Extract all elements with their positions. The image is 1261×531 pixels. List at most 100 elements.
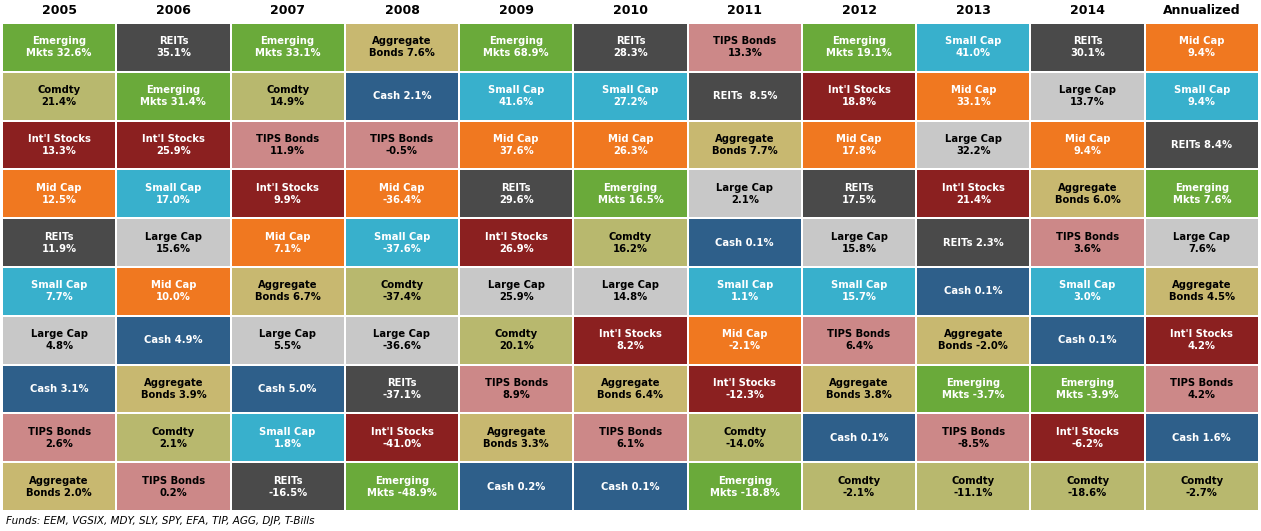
Bar [1031, 122, 1144, 168]
Bar [1031, 24, 1144, 71]
Bar [689, 122, 801, 168]
Bar [1146, 170, 1258, 217]
Bar [3, 414, 115, 461]
Bar [1031, 219, 1144, 266]
Bar [346, 73, 458, 119]
Text: Aggregate
Bonds 7.6%: Aggregate Bonds 7.6% [369, 37, 435, 58]
Text: Aggregate
Bonds 3.8%: Aggregate Bonds 3.8% [826, 378, 892, 400]
Bar [232, 122, 344, 168]
Bar [917, 170, 1029, 217]
Bar [117, 73, 230, 119]
Text: Comdty
14.9%: Comdty 14.9% [266, 85, 309, 107]
Bar [689, 463, 801, 510]
Bar [460, 414, 572, 461]
Bar [232, 170, 344, 217]
Bar [346, 317, 458, 364]
Text: 2008: 2008 [385, 4, 420, 16]
Text: Large Cap
32.2%: Large Cap 32.2% [944, 134, 1001, 156]
Text: Cash 3.1%: Cash 3.1% [30, 384, 88, 394]
Bar [574, 219, 687, 266]
Bar [232, 73, 344, 119]
Text: Emerging
Mkts 68.9%: Emerging Mkts 68.9% [483, 37, 549, 58]
Text: TIPS Bonds
-0.5%: TIPS Bonds -0.5% [371, 134, 434, 156]
Bar [346, 122, 458, 168]
Text: Aggregate
Bonds 7.7%: Aggregate Bonds 7.7% [712, 134, 778, 156]
Bar [117, 268, 230, 315]
Text: Cash 4.9%: Cash 4.9% [144, 335, 203, 345]
Bar [917, 317, 1029, 364]
Text: Emerging
Mkts 7.6%: Emerging Mkts 7.6% [1173, 183, 1231, 205]
Text: Aggregate
Bonds 2.0%: Aggregate Bonds 2.0% [26, 476, 92, 498]
Bar [1031, 268, 1144, 315]
Text: REITs
11.9%: REITs 11.9% [42, 232, 77, 254]
Text: Comdty
-2.1%: Comdty -2.1% [837, 476, 880, 498]
Text: Emerging
Mkts -3.9%: Emerging Mkts -3.9% [1057, 378, 1119, 400]
Text: Emerging
Mkts -3.7%: Emerging Mkts -3.7% [942, 378, 1005, 400]
Text: Large Cap
2.1%: Large Cap 2.1% [716, 183, 773, 205]
Bar [1146, 317, 1258, 364]
Text: Small Cap
41.0%: Small Cap 41.0% [946, 37, 1001, 58]
Text: 2005: 2005 [42, 4, 77, 16]
Bar [574, 463, 687, 510]
Bar [346, 170, 458, 217]
Text: 2006: 2006 [156, 4, 190, 16]
Text: Int'l Stocks
13.3%: Int'l Stocks 13.3% [28, 134, 91, 156]
Text: REITs
35.1%: REITs 35.1% [156, 37, 190, 58]
Text: Mid Cap
33.1%: Mid Cap 33.1% [951, 85, 996, 107]
Bar [346, 219, 458, 266]
Bar [574, 366, 687, 413]
Text: Cash 0.1%: Cash 0.1% [601, 482, 660, 492]
Bar [346, 463, 458, 510]
Text: Int'l Stocks
-12.3%: Int'l Stocks -12.3% [714, 378, 777, 400]
Text: Int'l Stocks
26.9%: Int'l Stocks 26.9% [484, 232, 547, 254]
Text: Small Cap
1.1%: Small Cap 1.1% [716, 280, 773, 302]
Text: Int'l Stocks
25.9%: Int'l Stocks 25.9% [142, 134, 204, 156]
Bar [117, 170, 230, 217]
Bar [689, 170, 801, 217]
Bar [1031, 170, 1144, 217]
Bar [1146, 122, 1258, 168]
Bar [803, 463, 915, 510]
Text: TIPS Bonds
6.1%: TIPS Bonds 6.1% [599, 427, 662, 449]
Text: 2009: 2009 [499, 4, 533, 16]
Text: Int'l Stocks
4.2%: Int'l Stocks 4.2% [1170, 329, 1233, 351]
Text: Mid Cap
9.4%: Mid Cap 9.4% [1064, 134, 1111, 156]
Bar [117, 122, 230, 168]
Text: REITs
-16.5%: REITs -16.5% [269, 476, 308, 498]
Bar [1146, 24, 1258, 71]
Bar [346, 268, 458, 315]
Text: Small Cap
9.4%: Small Cap 9.4% [1174, 85, 1229, 107]
Text: TIPS Bonds
8.9%: TIPS Bonds 8.9% [484, 378, 547, 400]
Bar [689, 219, 801, 266]
Text: Mid Cap
10.0%: Mid Cap 10.0% [150, 280, 197, 302]
Text: Int'l Stocks
-41.0%: Int'l Stocks -41.0% [371, 427, 434, 449]
Text: Cash 0.2%: Cash 0.2% [487, 482, 546, 492]
Text: Comdty
2.1%: Comdty 2.1% [151, 427, 195, 449]
Bar [689, 414, 801, 461]
Bar [917, 268, 1029, 315]
Text: Mid Cap
12.5%: Mid Cap 12.5% [37, 183, 82, 205]
Text: Small Cap
1.8%: Small Cap 1.8% [260, 427, 315, 449]
Bar [3, 366, 115, 413]
Bar [3, 268, 115, 315]
Bar [917, 73, 1029, 119]
Text: 2011: 2011 [728, 4, 762, 16]
Text: REITs
29.6%: REITs 29.6% [499, 183, 533, 205]
Text: Small Cap
41.6%: Small Cap 41.6% [488, 85, 545, 107]
Bar [574, 414, 687, 461]
Text: REITs
17.5%: REITs 17.5% [841, 183, 876, 205]
Bar [574, 122, 687, 168]
Text: TIPS Bonds
3.6%: TIPS Bonds 3.6% [1055, 232, 1120, 254]
Bar [3, 24, 115, 71]
Bar [346, 414, 458, 461]
Bar [917, 24, 1029, 71]
Text: REITs  8.5%: REITs 8.5% [712, 91, 777, 101]
Text: Small Cap
27.2%: Small Cap 27.2% [603, 85, 658, 107]
Text: Int'l Stocks
-6.2%: Int'l Stocks -6.2% [1057, 427, 1119, 449]
Bar [574, 268, 687, 315]
Text: Mid Cap
-2.1%: Mid Cap -2.1% [723, 329, 768, 351]
Bar [460, 366, 572, 413]
Text: Large Cap
25.9%: Large Cap 25.9% [488, 280, 545, 302]
Bar [803, 317, 915, 364]
Bar [232, 219, 344, 266]
